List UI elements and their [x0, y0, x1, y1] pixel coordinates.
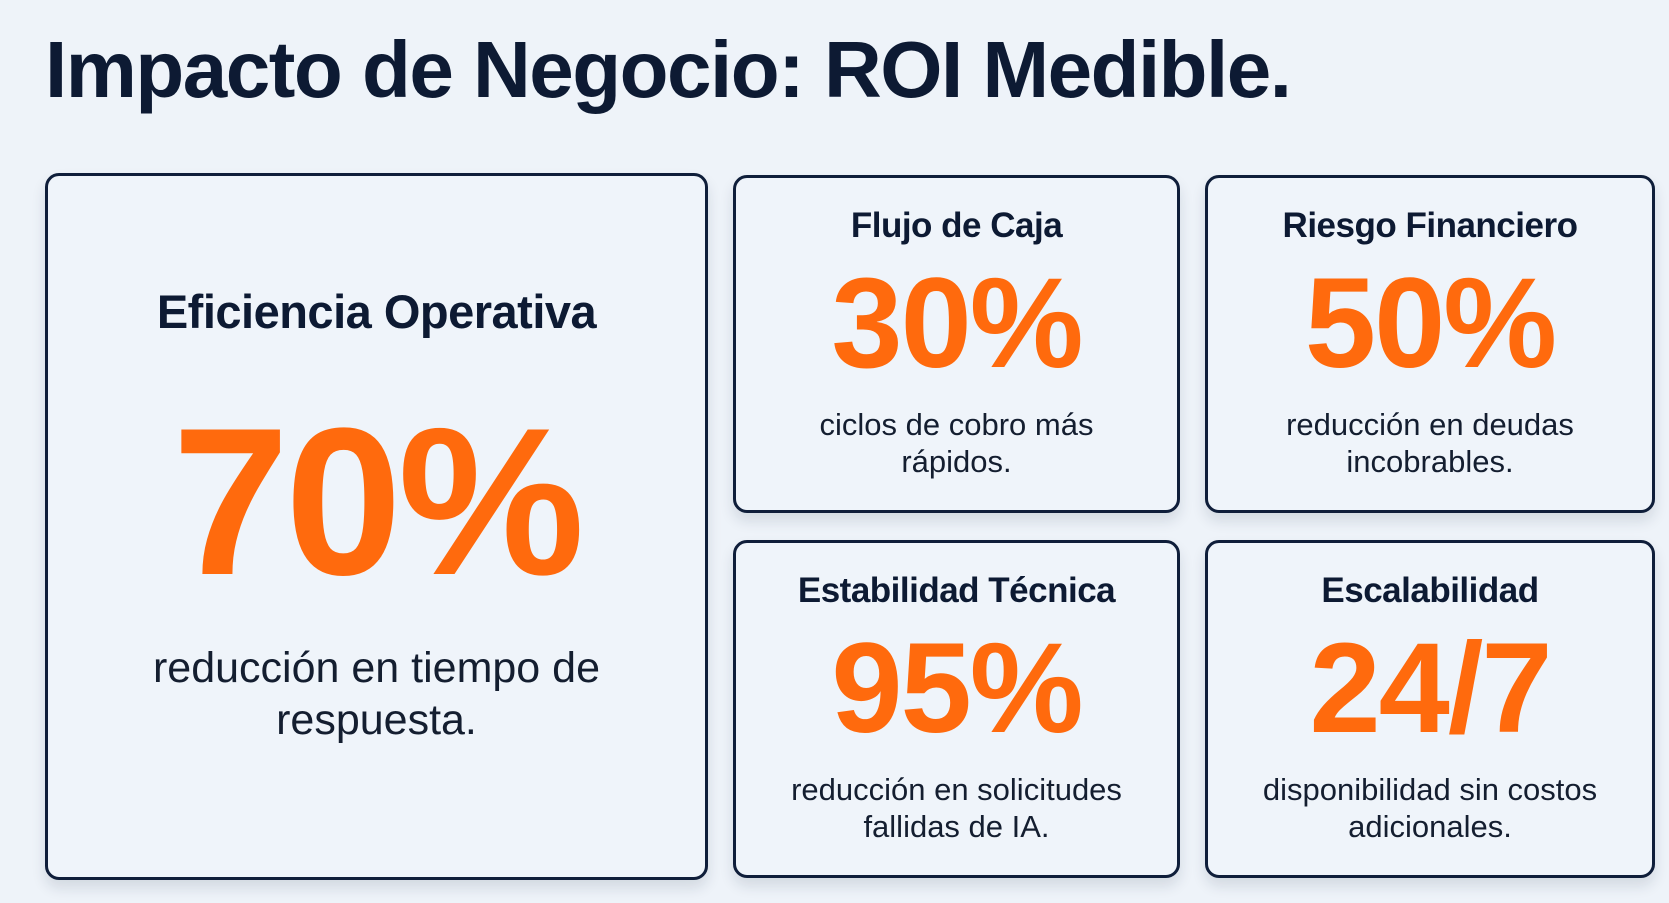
metric-card-description: reducción en deudas incobrables. [1286, 407, 1574, 480]
metric-card-title: Escalabilidad [1321, 571, 1539, 610]
metric-card-title: Riesgo Financiero [1282, 206, 1578, 245]
metric-card-scalability: Escalabilidad 24/7 disponibilidad sin co… [1205, 540, 1655, 878]
metric-card-title: Estabilidad Técnica [797, 571, 1116, 610]
metric-card-financial-risk: Riesgo Financiero 50% reducción en deuda… [1205, 175, 1655, 513]
metric-card-description: ciclos de cobro más rápidos. [819, 407, 1094, 480]
metric-card-description: disponibilidad sin costos adicionales. [1262, 772, 1598, 845]
metric-card-title: Flujo de Caja [850, 206, 1063, 245]
metric-card-value: 50% [1304, 252, 1557, 395]
metric-card-value: 70% [172, 384, 584, 619]
metric-card-technical-stability: Estabilidad Técnica 95% reducción en sol… [733, 540, 1180, 878]
metric-card-description: reducción en tiempo de respuesta. [152, 644, 600, 744]
metric-card-value: 24/7 [1309, 617, 1552, 760]
page-title: Impacto de Negocio: ROI Medible. [45, 25, 1292, 114]
metric-card-value: 30% [831, 252, 1083, 395]
metric-card-description: reducción en solicitudes fallidas de IA. [791, 772, 1122, 845]
metric-card-title: Eficiencia Operativa [156, 285, 597, 338]
metric-card-value: 95% [831, 617, 1083, 760]
metric-card-cash-flow: Flujo de Caja 30% ciclos de cobro más rá… [733, 175, 1180, 513]
metric-card-operational-efficiency: Eficiencia Operativa 70% reducción en ti… [45, 173, 708, 880]
